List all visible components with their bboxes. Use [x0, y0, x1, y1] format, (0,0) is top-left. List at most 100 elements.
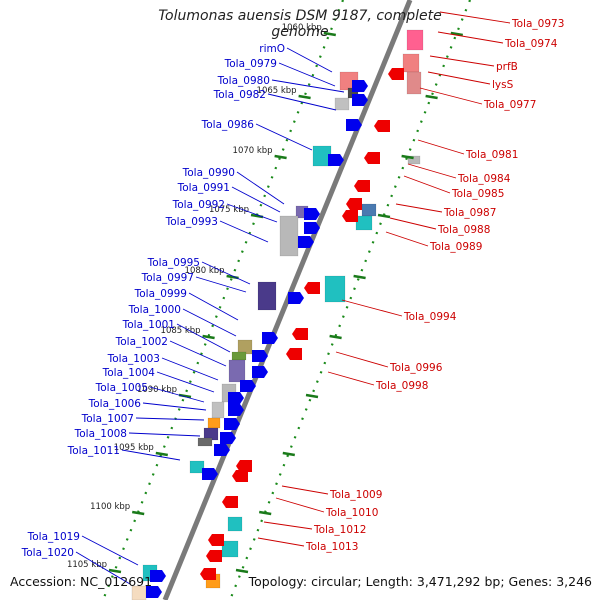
forward-gene-arrow	[228, 404, 244, 416]
gene-feature-block	[207, 417, 221, 429]
scale-tick-mark	[329, 334, 342, 340]
gene-features	[131, 29, 424, 600]
reverse-gene-leader-line	[341, 299, 403, 317]
forward-gene-leader-line	[267, 93, 337, 111]
forward-gene-arrow	[252, 350, 268, 362]
reverse-gene-leader-line	[427, 71, 491, 85]
forward-gene-arrow	[262, 332, 278, 344]
forward-gene-leader-line	[231, 186, 281, 213]
forward-gene-arrow	[346, 119, 362, 131]
forward-gene-leader-line	[286, 47, 333, 73]
forward-gene-arrow	[202, 468, 218, 480]
forward-gene-label: Tola_0997	[141, 272, 194, 284]
reverse-gene-leader-line	[327, 371, 375, 386]
map-title: Tolumonas auensis DSM 9187, complete gen…	[158, 8, 442, 40]
gene-feature-block	[355, 215, 373, 231]
scale-tick-mark	[353, 274, 366, 280]
forward-gene-label: Tola_1004	[102, 367, 156, 379]
genome-backbone	[162, 0, 413, 600]
forward-gene-label: rimO	[259, 43, 285, 55]
forward-gene-label: Tola_0993	[165, 216, 218, 228]
reverse-gene-leader-line	[281, 485, 329, 495]
forward-gene-label: Tola_0999	[134, 288, 187, 300]
forward-gene-leader-line	[161, 357, 219, 381]
forward-gene-label: Tola_1008	[74, 428, 127, 440]
forward-gene-label: Tola_1019	[27, 531, 80, 543]
genome-summary-text: Topology: circular; Length: 3,471,292 bp…	[248, 574, 592, 589]
reverse-gene-leader-line	[429, 55, 495, 67]
reverse-gene-leader-line	[403, 175, 451, 194]
gene-feature-block	[279, 215, 299, 257]
gene-feature-block	[257, 281, 277, 311]
forward-gene-leader-line	[188, 292, 239, 321]
forward-gene-label: Tola_1006	[88, 398, 142, 410]
forward-gene-label: Tola_1002	[115, 336, 168, 348]
gene-feature-block	[197, 437, 213, 447]
reverse-gene-label: Tola_0973	[511, 18, 564, 30]
reverse-gene-arrow	[342, 210, 358, 222]
forward-gene-arrow	[214, 444, 230, 456]
scale-tick-label: 1070 kbp	[233, 146, 273, 156]
reverse-gene-label: Tola_0981	[465, 149, 518, 161]
scale-tick-label: 1100 kbp	[90, 502, 130, 512]
forward-gene-label: Tola_0980	[217, 75, 270, 87]
reverse-gene-arrow	[374, 120, 390, 132]
reverse-gene-leader-line	[385, 231, 429, 247]
forward-gene-leader-line	[278, 62, 336, 87]
reverse-gene-leader-line	[257, 537, 305, 547]
reverse-gene-label: Tola_0977	[483, 99, 536, 111]
forward-gene-arrow	[288, 292, 304, 304]
scale-tick-label: 1085 kbp	[161, 326, 201, 336]
reverse-gene-label: Tola_0998	[375, 380, 428, 392]
reverse-gene-label: Tola_0984	[457, 173, 511, 185]
map-decorations	[101, 0, 472, 600]
gene-labels: rimO Tola_0979 Tola_0980 Tola_0982 Tola_0986…	[21, 11, 564, 585]
reverse-gene-arrow	[286, 348, 302, 360]
scale-tick-label: 1075 kbp	[209, 205, 249, 215]
scale-tick-label: 1065 kbp	[257, 86, 297, 96]
reverse-gene-label: Tola_1013	[305, 541, 358, 553]
forward-gene-label: Tola_0991	[177, 182, 230, 194]
reverse-gene-arrow	[236, 460, 252, 472]
scale-tick-mark	[401, 154, 414, 160]
forward-gene-arrow	[304, 208, 320, 220]
forward-gene-arrow	[146, 586, 162, 598]
gene-feature-block	[324, 275, 346, 303]
forward-gene-leader-line	[135, 417, 205, 421]
forward-gene-leader-line	[219, 220, 269, 243]
scale-tick-mark	[282, 451, 296, 457]
gene-feature-block	[211, 401, 225, 419]
reverse-gene-leader-line	[437, 31, 504, 44]
gene-feature-block	[402, 53, 420, 73]
reverse-gene-arrow	[206, 550, 222, 562]
reverse-gene-leader-line	[407, 163, 457, 179]
forward-gene-leader-line	[121, 449, 181, 461]
reverse-gene-arrow	[388, 68, 404, 80]
forward-gene-arrow	[220, 432, 236, 444]
forward-gene-arrow	[240, 380, 256, 392]
forward-gene-label: Tola_0990	[182, 167, 235, 179]
reverse-gene-leader-line	[417, 139, 465, 155]
forward-gene-arrow	[228, 392, 244, 404]
forward-gene-leader-line	[149, 386, 205, 403]
gene-feature-block	[228, 359, 246, 383]
reverse-gene-arrow	[354, 180, 370, 192]
forward-gene-label: Tola_1005	[95, 382, 148, 394]
forward-gene-arrow	[150, 570, 166, 582]
forward-gene-label: Tola_1001	[122, 319, 175, 331]
forward-gene-leader-line	[142, 402, 207, 411]
forward-gene-label: Tola_1003	[107, 353, 160, 365]
reverse-gene-arrow	[222, 496, 238, 508]
scale-tick-mark	[425, 94, 438, 100]
forward-gene-leader-line	[226, 203, 278, 223]
gene-feature-block	[406, 71, 422, 95]
reverse-gene-label: Tola_0987	[443, 207, 496, 219]
forward-gene-leader-line	[236, 171, 285, 205]
forward-gene-leader-line	[182, 308, 237, 337]
scale-tick-mark	[258, 510, 272, 516]
gene-feature-block	[334, 97, 350, 111]
forward-gene-arrow	[352, 94, 368, 106]
forward-gene-label: Tola_0995	[147, 257, 200, 269]
forward-gene-arrow	[328, 154, 344, 166]
reverse-gene-arrow	[232, 470, 248, 482]
